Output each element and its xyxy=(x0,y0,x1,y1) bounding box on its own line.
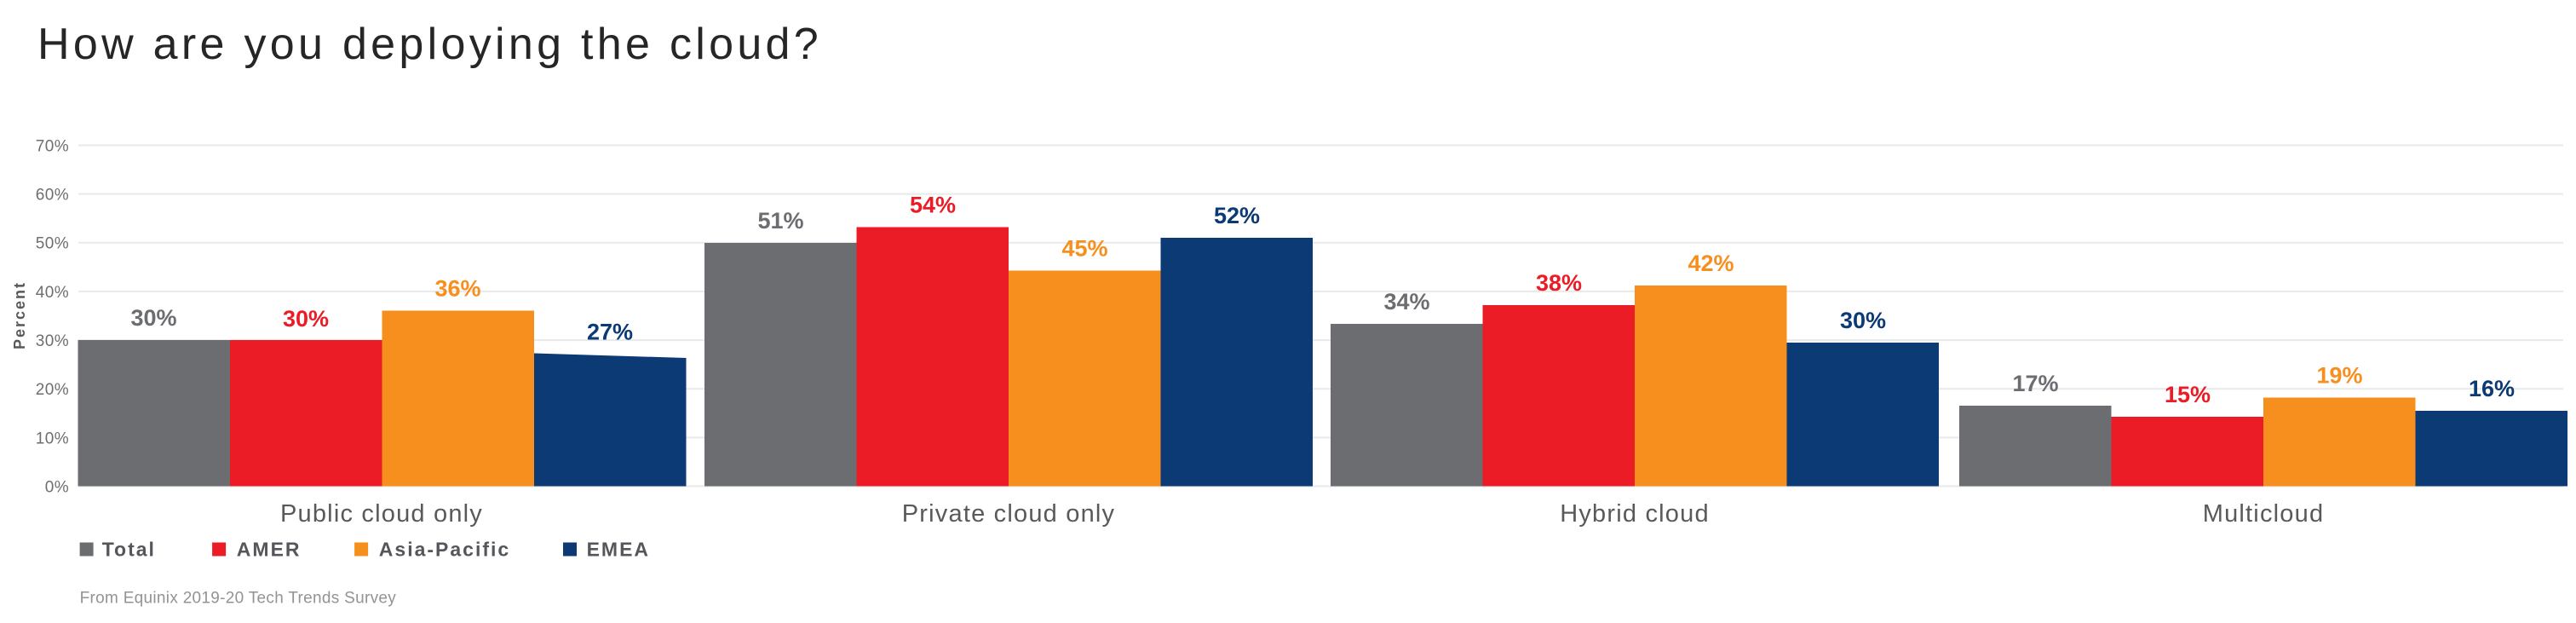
svg-text:15%: 15% xyxy=(2165,382,2211,407)
svg-text:38%: 38% xyxy=(1536,270,1582,296)
svg-text:Multicloud: Multicloud xyxy=(2203,500,2325,528)
svg-text:52%: 52% xyxy=(1214,203,1260,228)
svg-text:Public cloud only: Public cloud only xyxy=(280,500,483,528)
svg-text:20%: 20% xyxy=(36,381,69,399)
svg-text:17%: 17% xyxy=(2012,371,2058,396)
svg-text:42%: 42% xyxy=(1688,251,1734,276)
svg-text:34%: 34% xyxy=(1383,289,1429,314)
svg-text:Percent: Percent xyxy=(11,281,28,349)
svg-text:30%: 30% xyxy=(130,305,176,331)
svg-text:19%: 19% xyxy=(2316,363,2362,389)
svg-text:50%: 50% xyxy=(36,235,69,253)
svg-text:AMER: AMER xyxy=(237,539,302,561)
svg-text:30%: 30% xyxy=(36,332,69,350)
svg-text:30%: 30% xyxy=(283,306,329,332)
svg-text:Total: Total xyxy=(102,539,156,561)
svg-text:From Equinix 2019-20 Tech Tren: From Equinix 2019-20 Tech Trends Survey xyxy=(80,590,397,608)
svg-text:10%: 10% xyxy=(36,430,69,447)
svg-text:30%: 30% xyxy=(1840,308,1886,333)
svg-text:54%: 54% xyxy=(910,193,956,218)
svg-text:EMEA: EMEA xyxy=(587,539,650,561)
svg-text:Hybrid cloud: Hybrid cloud xyxy=(1560,500,1710,528)
svg-text:60%: 60% xyxy=(36,187,69,205)
svg-text:40%: 40% xyxy=(36,284,69,302)
svg-text:Asia-Pacific: Asia-Pacific xyxy=(379,539,510,561)
svg-text:16%: 16% xyxy=(2469,376,2515,401)
svg-text:How are you deploying the clou: How are you deploying the cloud? xyxy=(37,20,822,69)
svg-text:0%: 0% xyxy=(45,478,69,496)
svg-text:Private cloud only: Private cloud only xyxy=(902,500,1116,528)
svg-text:51%: 51% xyxy=(757,208,803,234)
svg-text:27%: 27% xyxy=(587,320,633,345)
svg-text:36%: 36% xyxy=(434,276,480,302)
svg-text:70%: 70% xyxy=(36,137,69,155)
svg-text:45%: 45% xyxy=(1061,236,1107,262)
